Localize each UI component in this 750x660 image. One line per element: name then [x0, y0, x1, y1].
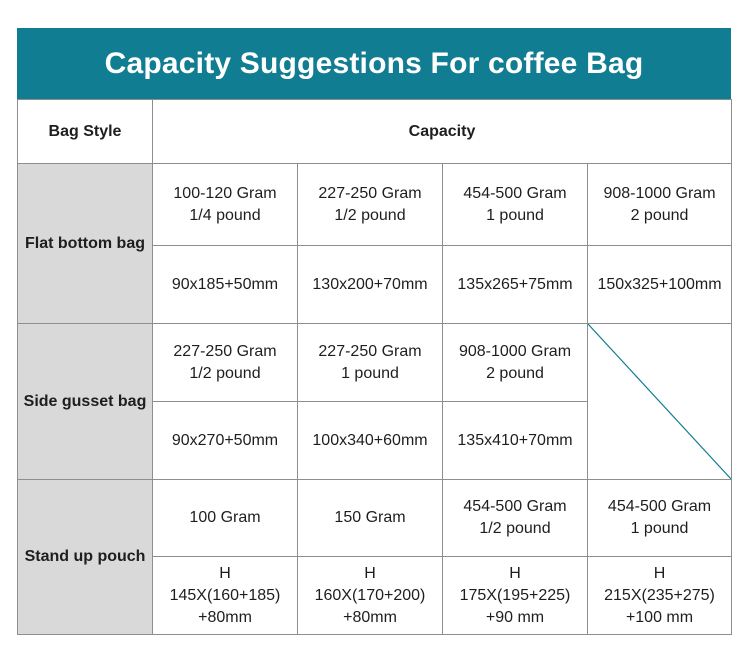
size-cell: 135x410+70mm [442, 401, 588, 480]
weight-cell: 100-120 Gram 1/4 pound [152, 163, 298, 246]
bag-style-stand-up-pouch: Stand up pouch [17, 479, 153, 635]
table-row: Stand up pouch 100 Gram 150 Gram 454-500… [17, 479, 733, 635]
size-cell: H 160X(170+200) +80mm [297, 556, 443, 635]
weight-cell: 454-500 Gram 1/2 pound [442, 479, 588, 557]
size-cell: 100x340+60mm [297, 401, 443, 480]
weight-cell: 100 Gram [152, 479, 298, 557]
weight-cell: 227-250 Gram 1/2 pound [152, 323, 298, 402]
weight-cell: 908-1000 Gram 2 pound [586, 163, 733, 246]
weight-cell: 908-1000 Gram 2 pound [442, 323, 588, 402]
size-cell: 90x185+50mm [152, 245, 298, 324]
header-bag-style: Bag Style [17, 99, 153, 164]
empty-diagonal-cell [586, 323, 733, 480]
header-capacity: Capacity [151, 99, 733, 164]
table-row: 90x185+50mm 130x200+70mm 135x265+75mm 15… [18, 245, 733, 324]
size-cell: H 145X(160+185) +80mm [152, 556, 298, 635]
bag-style-side-gusset: Side gusset bag [17, 323, 153, 480]
weight-cell: 454-500 Gram 1 pound [442, 163, 588, 246]
header-row: Bag Style Capacity [17, 99, 733, 164]
table-row: 90x270+50mm 100x340+60mm 135x410+70mm [18, 401, 732, 480]
table-row: Flat bottom bag 100-120 Gram 1/4 pound 22… [17, 163, 733, 324]
diagonal-line [588, 324, 731, 479]
size-cell: H 215X(235+275) +100 mm [586, 556, 733, 635]
capacity-table: Bag Style Capacity Flat bottom bag 100-1… [17, 99, 733, 635]
weight-cell: 227-250 Gram 1 pound [297, 323, 443, 402]
table-row: Side gusset bag 227-250 Gram 1/2 pound 22… [17, 323, 733, 480]
table-title: Capacity Suggestions For coffee Bag [17, 28, 731, 99]
bag-style-flat-bottom: Flat bottom bag [17, 163, 153, 324]
size-cell: 135x265+75mm [442, 245, 588, 324]
capacity-table-frame: Capacity Suggestions For coffee Bag Bag … [17, 28, 733, 635]
weight-cell: 150 Gram [297, 479, 443, 557]
table-row: H 145X(160+185) +80mm H 160X(170+200) +80mm … [18, 556, 733, 635]
size-cell: 90x270+50mm [152, 401, 298, 480]
size-cell: 130x200+70mm [297, 245, 443, 324]
weight-cell: 454-500 Gram 1 pound [586, 479, 733, 557]
size-cell: H 175X(195+225) +90 mm [442, 556, 588, 635]
weight-cell: 227-250 Gram 1/2 pound [297, 163, 443, 246]
size-cell: 150x325+100mm [586, 245, 733, 324]
